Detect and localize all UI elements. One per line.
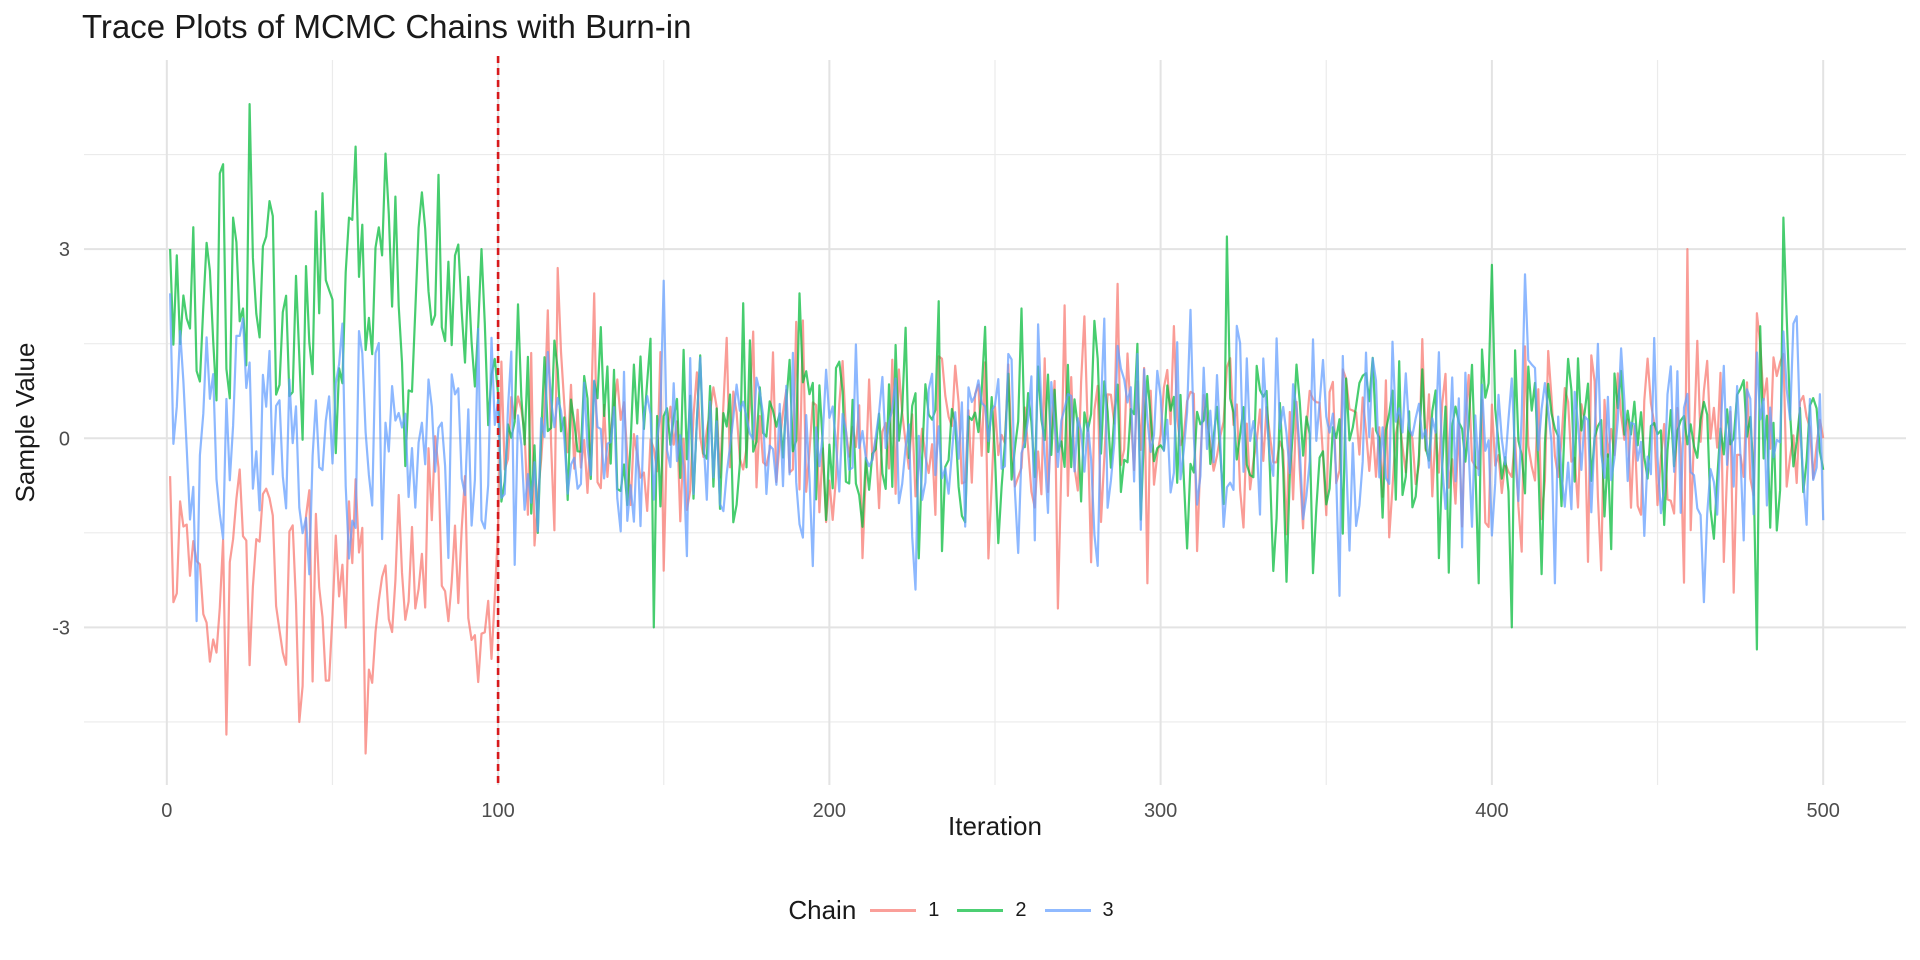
legend-item-chain-2: 2 bbox=[957, 899, 1034, 922]
series-layer bbox=[169, 102, 1825, 755]
legend-label: 3 bbox=[1102, 898, 1114, 921]
legend-label: 2 bbox=[1015, 898, 1027, 921]
legend-item-chain-3: 3 bbox=[1044, 898, 1122, 922]
trace-plot: 0 100 200 300 400 500 -3 0 3 Iteration Sample Va… bbox=[10, 56, 1906, 841]
legend: Chain 1 2 3 bbox=[0, 888, 1920, 932]
x-tick-label: 0 bbox=[161, 800, 172, 822]
x-tick-label: 200 bbox=[813, 800, 846, 822]
y-tick-label: 3 bbox=[59, 239, 70, 261]
legend-key-swatch bbox=[1044, 908, 1091, 912]
y-tick-label: 0 bbox=[59, 428, 70, 450]
legend-key-swatch bbox=[870, 908, 917, 912]
y-tick-label: -3 bbox=[52, 617, 70, 639]
legend-key-swatch bbox=[957, 908, 1004, 912]
legend-title: Chain bbox=[788, 894, 857, 925]
x-tick-label: 300 bbox=[1144, 800, 1177, 822]
series-line-chain-1 bbox=[169, 248, 1825, 755]
series-line-chain-3 bbox=[169, 273, 1825, 623]
series-line-chain-2 bbox=[169, 102, 1825, 651]
x-tick-label: 400 bbox=[1475, 800, 1508, 822]
chart-title: Trace Plots of MCMC Chains with Burn-in bbox=[82, 8, 692, 45]
x-tick-label: 100 bbox=[481, 800, 514, 822]
legend-item-chain-1: 1 bbox=[870, 899, 947, 922]
legend-label: 1 bbox=[928, 898, 940, 921]
x-tick-label: 500 bbox=[1806, 800, 1839, 822]
y-axis-title: Sample Value bbox=[10, 343, 40, 503]
x-axis-title: Iteration bbox=[948, 811, 1042, 841]
tick-labels: 0 100 200 300 400 500 -3 0 3 bbox=[52, 239, 1840, 822]
